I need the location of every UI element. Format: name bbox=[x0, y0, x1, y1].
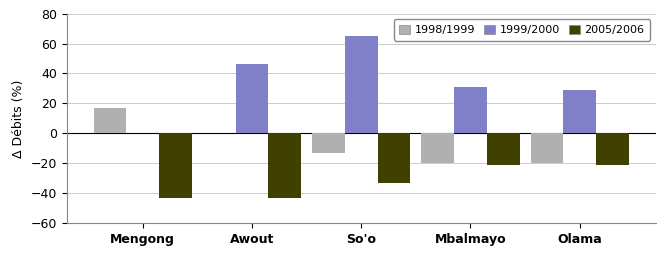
Bar bbox=[454, 87, 487, 133]
Bar bbox=[159, 133, 192, 198]
Bar bbox=[377, 133, 410, 183]
Bar bbox=[421, 133, 454, 163]
Bar bbox=[345, 36, 377, 133]
Bar bbox=[268, 133, 301, 198]
Bar bbox=[531, 133, 563, 163]
Bar bbox=[312, 133, 345, 153]
Bar bbox=[563, 90, 596, 133]
Legend: 1998/1999, 1999/2000, 2005/2006: 1998/1999, 1999/2000, 2005/2006 bbox=[394, 19, 650, 41]
Bar bbox=[487, 133, 520, 165]
Bar bbox=[235, 64, 268, 133]
Bar bbox=[596, 133, 629, 165]
Y-axis label: Δ Débits (%): Δ Débits (%) bbox=[12, 79, 25, 157]
Bar bbox=[94, 108, 126, 133]
